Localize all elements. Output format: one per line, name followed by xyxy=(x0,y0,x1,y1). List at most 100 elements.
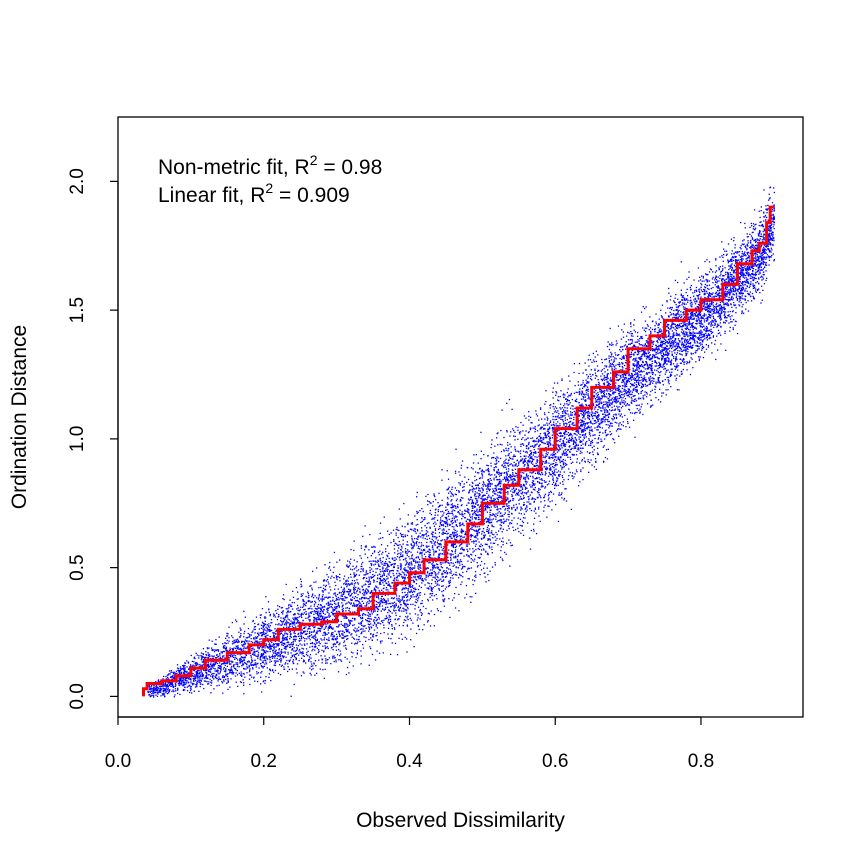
scatter-point xyxy=(708,280,711,282)
scatter-point xyxy=(233,664,235,666)
scatter-point xyxy=(228,640,230,642)
scatter-point xyxy=(450,570,452,572)
scatter-point xyxy=(597,370,599,372)
scatter-point xyxy=(314,639,317,641)
scatter-point xyxy=(340,592,342,594)
scatter-point xyxy=(405,594,407,596)
scatter-point xyxy=(754,274,757,277)
scatter-point xyxy=(462,497,464,499)
scatter-point xyxy=(341,598,343,601)
scatter-point xyxy=(618,387,620,389)
scatter-point xyxy=(369,601,371,603)
scatter-point xyxy=(648,356,650,358)
scatter-point xyxy=(669,338,671,340)
scatter-point xyxy=(318,617,320,619)
scatter-point xyxy=(614,421,616,423)
scatter-point xyxy=(624,373,626,375)
scatter-point xyxy=(675,348,677,350)
scatter-point xyxy=(629,361,631,363)
scatter-point xyxy=(630,379,633,381)
scatter-point xyxy=(582,379,584,382)
scatter-point xyxy=(434,495,436,498)
scatter-point xyxy=(618,406,620,408)
scatter-point xyxy=(627,394,630,397)
scatter-point xyxy=(651,328,654,331)
scatter-point xyxy=(433,536,435,538)
scatter-point xyxy=(666,301,668,303)
scatter-point xyxy=(453,535,455,537)
scatter-point xyxy=(346,564,348,566)
scatter-point xyxy=(398,540,400,543)
scatter-point xyxy=(387,581,390,583)
scatter-point xyxy=(446,509,448,511)
scatter-point xyxy=(614,366,616,368)
scatter-point xyxy=(708,295,710,297)
scatter-point xyxy=(758,282,760,284)
scatter-point xyxy=(453,528,455,530)
scatter-point xyxy=(260,638,262,640)
scatter-point xyxy=(673,345,675,347)
scatter-point xyxy=(636,367,638,369)
scatter-point xyxy=(733,301,735,304)
scatter-point xyxy=(396,529,399,531)
scatter-point xyxy=(180,667,182,670)
scatter-point xyxy=(566,407,568,409)
scatter-point xyxy=(762,274,764,276)
scatter-point xyxy=(519,479,521,481)
scatter-point xyxy=(592,352,594,355)
scatter-point xyxy=(516,492,518,494)
scatter-point xyxy=(411,535,413,537)
scatter-point xyxy=(180,671,183,673)
scatter-point xyxy=(411,555,413,557)
scatter-point xyxy=(657,381,659,384)
scatter-point xyxy=(529,456,532,458)
scatter-point xyxy=(360,622,362,624)
scatter-point xyxy=(497,544,499,546)
scatter-point xyxy=(460,535,463,537)
scatter-point xyxy=(503,450,505,452)
scatter-point xyxy=(610,433,613,435)
scatter-point xyxy=(586,428,588,430)
scatter-point xyxy=(446,517,448,520)
scatter-point xyxy=(333,600,336,603)
scatter-point xyxy=(726,304,728,306)
scatter-point xyxy=(636,335,639,337)
scatter-point xyxy=(645,345,647,347)
scatter-point xyxy=(595,468,597,471)
scatter-point xyxy=(489,538,491,540)
scatter-point xyxy=(438,584,440,586)
scatter-point xyxy=(676,334,678,337)
scatter-point xyxy=(398,552,400,555)
scatter-point xyxy=(225,662,227,664)
scatter-point xyxy=(702,308,704,310)
scatter-point xyxy=(749,274,751,276)
scatter-point xyxy=(317,617,319,619)
scatter-point xyxy=(399,600,401,603)
scatter-point xyxy=(316,605,319,608)
scatter-point xyxy=(505,498,507,500)
scatter-point xyxy=(479,514,482,516)
scatter-point xyxy=(431,572,433,574)
scatter-point xyxy=(663,337,665,339)
scatter-point xyxy=(392,570,395,572)
scatter-point xyxy=(428,572,431,575)
scatter-point xyxy=(553,408,555,410)
scatter-point xyxy=(513,506,515,508)
scatter-point xyxy=(655,397,657,399)
scatter-point xyxy=(407,608,409,610)
scatter-point xyxy=(689,333,691,335)
scatter-point xyxy=(614,352,616,354)
scatter-point xyxy=(533,484,535,486)
scatter-point xyxy=(660,401,662,403)
scatter-point xyxy=(687,328,690,331)
scatter-point xyxy=(235,649,237,652)
scatter-point xyxy=(383,573,385,575)
scatter-point xyxy=(724,302,727,305)
scatter-point xyxy=(534,508,536,510)
scatter-point xyxy=(222,692,224,694)
scatter-point xyxy=(704,338,706,340)
scatter-point xyxy=(557,424,559,427)
scatter-point xyxy=(671,340,673,343)
scatter-point xyxy=(437,509,439,511)
scatter-point xyxy=(622,336,625,338)
